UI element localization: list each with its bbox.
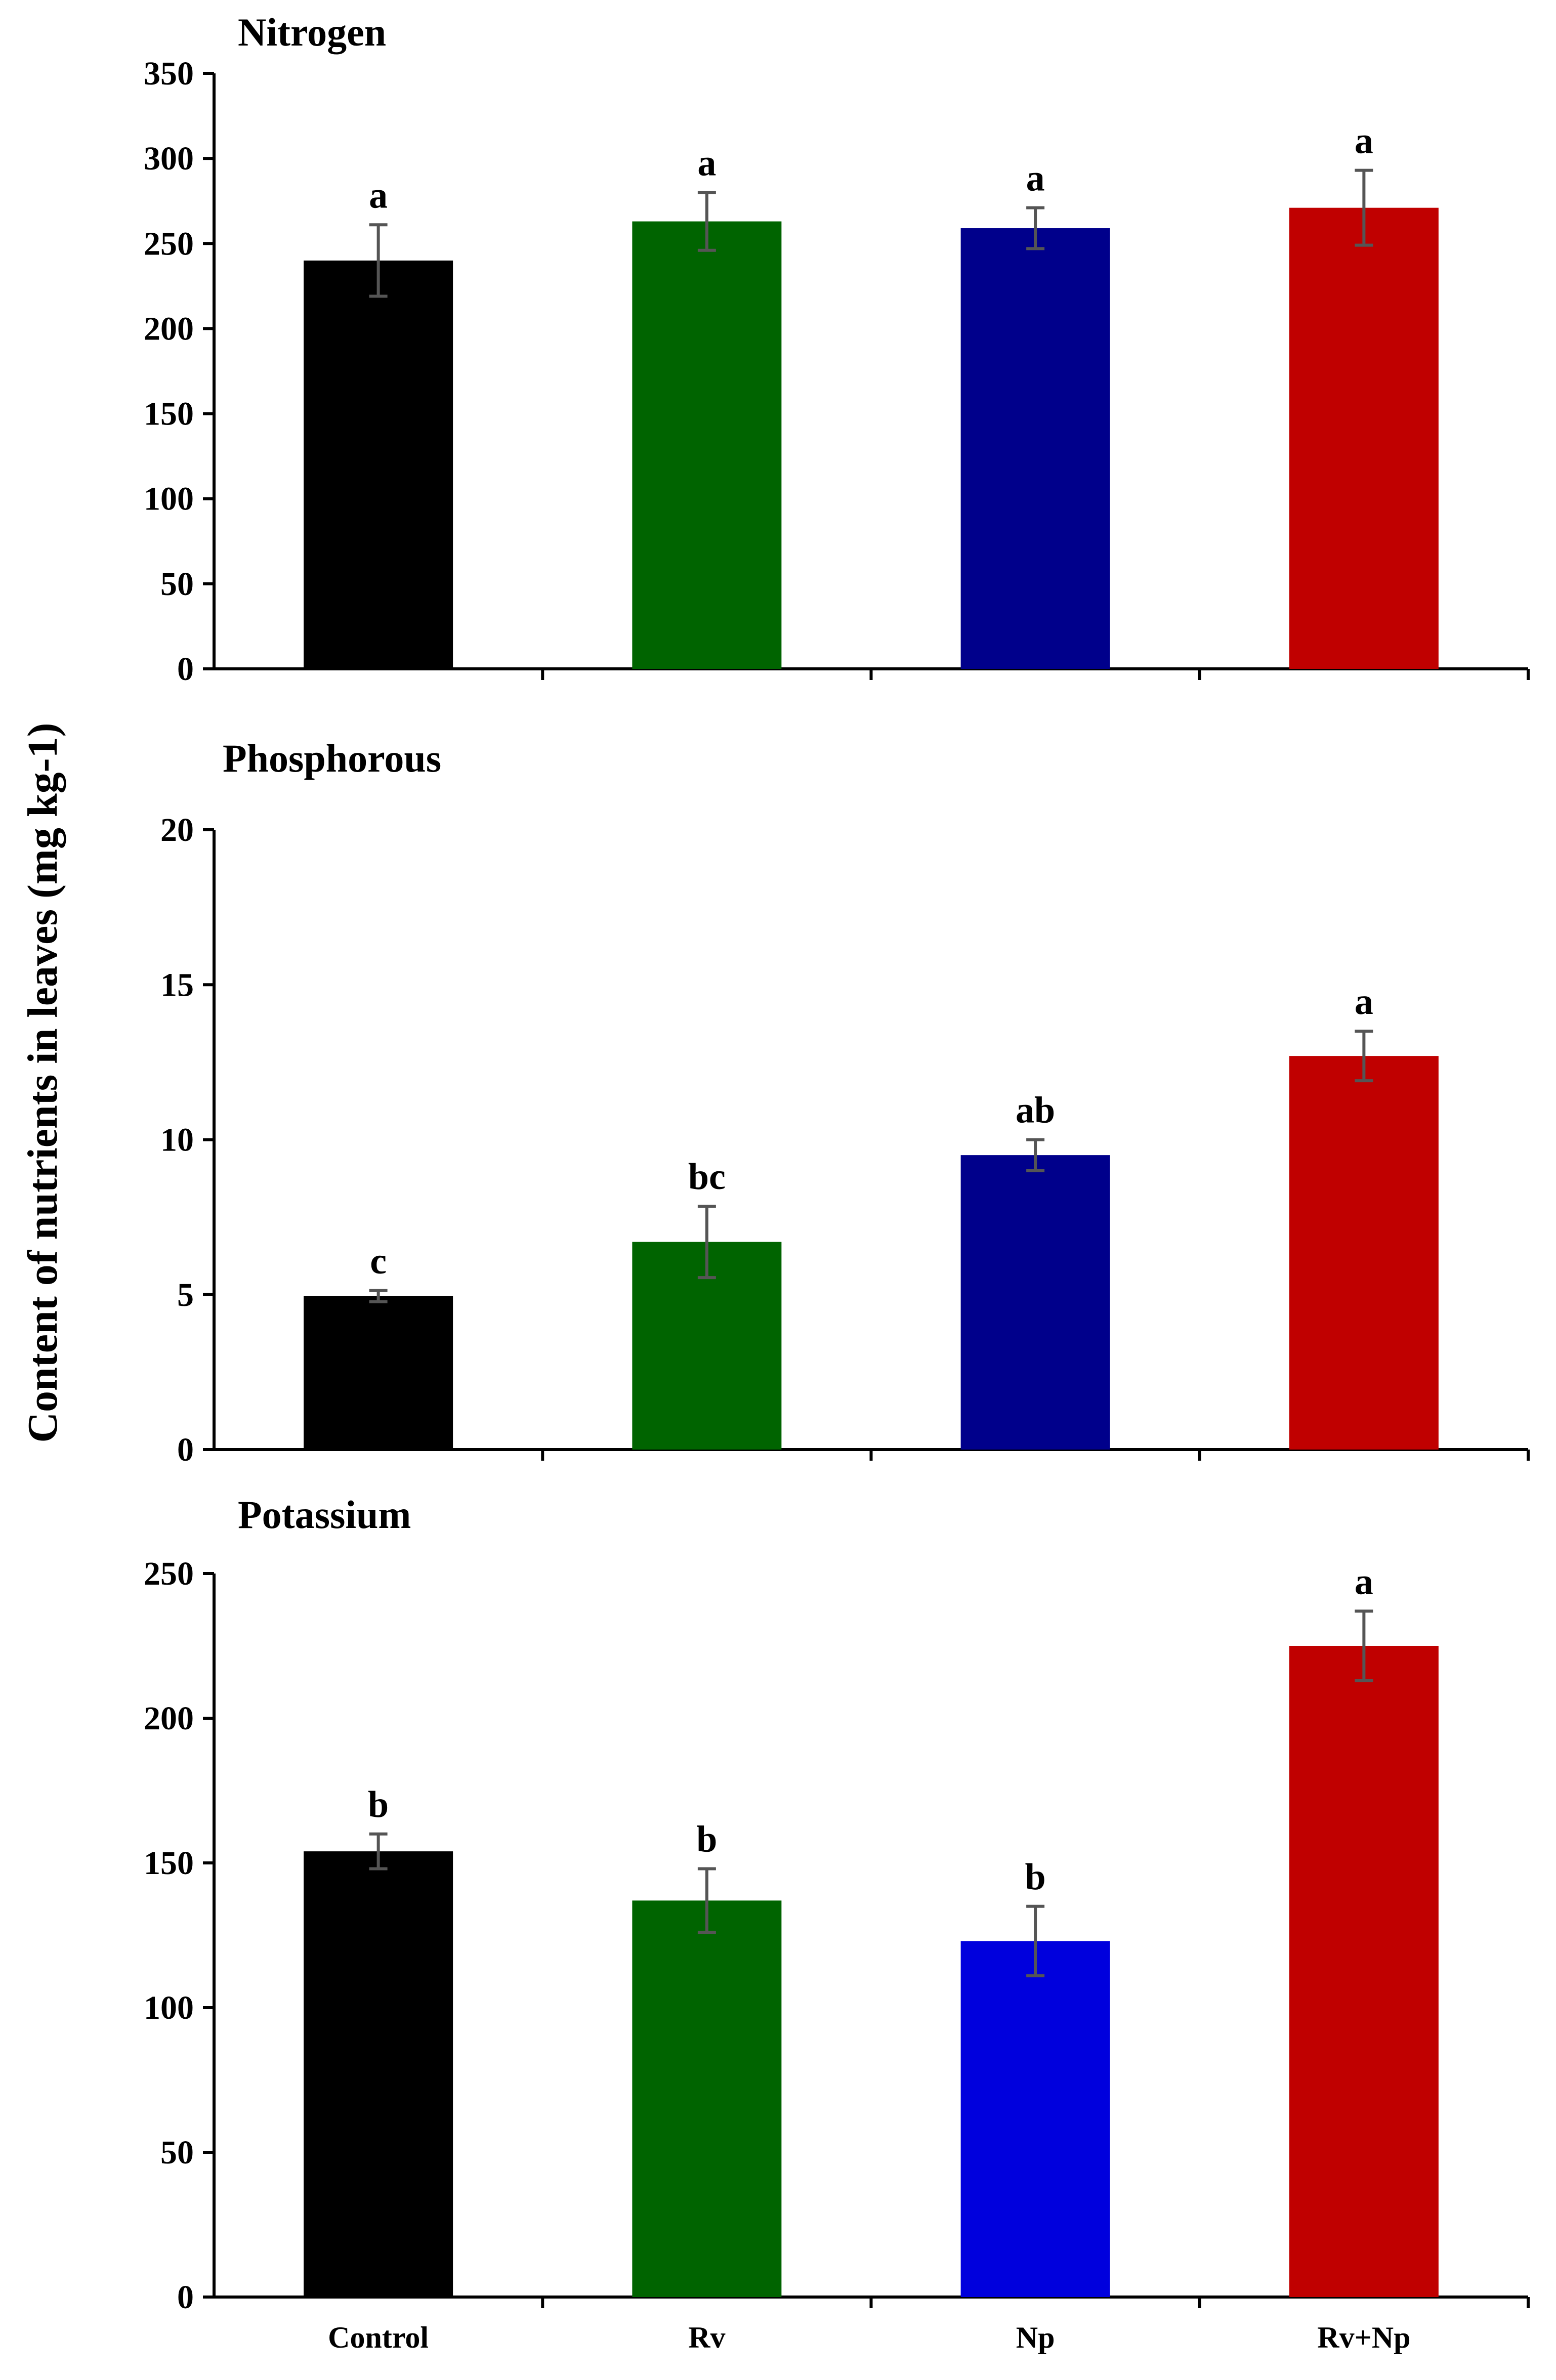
phosphorous-y-tick-label: 0 — [177, 1431, 194, 1468]
potassium-y-tick-label: 200 — [144, 1700, 194, 1737]
potassium-significance-letter-rv-np: a — [1355, 1561, 1373, 1602]
phosphorous-significance-letter-np: ab — [1016, 1090, 1055, 1131]
phosphorous-panel-title: Phosphorous — [223, 736, 441, 780]
y-axis-label: Content of nutrients in leaves (mg kg-1) — [19, 722, 66, 1442]
potassium-error-bar-np — [1026, 1904, 1045, 1978]
nitrogen-y-tick-label: 0 — [177, 651, 194, 688]
potassium-panel-title: Potassium — [238, 1493, 411, 1537]
potassium-y-tick-label: 0 — [177, 2279, 194, 2316]
nitrogen-y-tick-label: 150 — [144, 396, 194, 433]
phosphorous-bar-control — [304, 1296, 453, 1450]
phosphorous-significance-letter-rv: bc — [688, 1156, 726, 1198]
phosphorous-significance-letter-control: c — [370, 1241, 387, 1282]
phosphorous-panel: Phosphorous 0 5 10 15 20 c bc ab a — [160, 736, 1530, 1468]
nitrogen-error-bar-rv — [697, 191, 716, 252]
nitrogen-y-tick-label: 100 — [144, 481, 194, 518]
phosphorous-error-bar-rv-np — [1355, 1030, 1373, 1083]
nitrogen-panel-title: Nitrogen — [238, 10, 386, 54]
phosphorous-error-bar-rv — [697, 1205, 716, 1280]
x-category-label-rv-np: Rv+Np — [1317, 2321, 1410, 2354]
nitrogen-error-bar-np — [1026, 206, 1045, 250]
nitrogen-y-tick-label: 300 — [144, 140, 194, 177]
nitrogen-y-tick-label: 200 — [144, 310, 194, 347]
potassium-y-tick-label: 100 — [144, 1989, 194, 2026]
nitrogen-significance-letter-rv-np: a — [1355, 120, 1373, 162]
x-category-label-rv: Rv — [688, 2321, 725, 2354]
potassium-error-bar-control — [369, 1832, 388, 1871]
phosphorous-y-tick-label: 20 — [160, 812, 194, 848]
phosphorous-error-bar-np — [1026, 1138, 1045, 1172]
phosphorous-bar-np — [960, 1155, 1110, 1450]
nitrogen-y-tick-label: 50 — [160, 566, 194, 603]
potassium-bar-rv-np — [1289, 1646, 1439, 2297]
potassium-error-bar-rv-np — [1355, 1609, 1373, 1682]
nitrogen-y-tick-label: 350 — [144, 55, 194, 92]
potassium-significance-letter-rv: b — [696, 1818, 717, 1860]
phosphorous-y-tick-label: 5 — [177, 1277, 194, 1313]
nitrogen-bar-control — [304, 260, 453, 669]
phosphorous-bar-rv-np — [1289, 1056, 1439, 1450]
potassium-bar-control — [304, 1851, 453, 2297]
phosphorous-error-bar-control — [369, 1289, 388, 1303]
potassium-y-tick-label: 250 — [144, 1555, 194, 1592]
x-category-label-control: Control — [328, 2321, 429, 2354]
potassium-error-bar-rv — [697, 1867, 716, 1934]
nitrogen-error-bar-rv-np — [1355, 168, 1373, 247]
nitrogen-y-tick-label: 250 — [144, 225, 194, 262]
nitrogen-significance-letter-np: a — [1026, 158, 1045, 199]
nitrogen-error-bar-control — [369, 223, 388, 298]
nitrogen-bar-np — [960, 228, 1110, 669]
phosphorous-y-tick-label: 15 — [160, 966, 194, 1003]
nitrogen-panel: Nitrogen 0 50 100 150 200 250 300 350 a a a a — [144, 10, 1530, 688]
nitrogen-bar-rv — [632, 221, 782, 669]
nitrogen-significance-letter-rv: a — [697, 142, 716, 184]
potassium-bar-np — [960, 1941, 1110, 2297]
nitrogen-significance-letter-control: a — [369, 175, 388, 216]
potassium-significance-letter-np: b — [1025, 1856, 1046, 1898]
potassium-significance-letter-control: b — [368, 1784, 389, 1825]
potassium-panel: Potassium 0 50 100 150 200 250 b Control b Rv b Np a R… — [144, 1493, 1530, 2354]
phosphorous-significance-letter-rv-np: a — [1355, 981, 1373, 1023]
potassium-bar-rv — [632, 1900, 782, 2297]
potassium-y-tick-label: 50 — [160, 2134, 194, 2171]
potassium-y-tick-label: 150 — [144, 1845, 194, 1882]
phosphorous-y-tick-label: 10 — [160, 1122, 194, 1159]
nitrogen-bar-rv-np — [1289, 207, 1439, 669]
x-category-label-np: Np — [1016, 2321, 1055, 2354]
